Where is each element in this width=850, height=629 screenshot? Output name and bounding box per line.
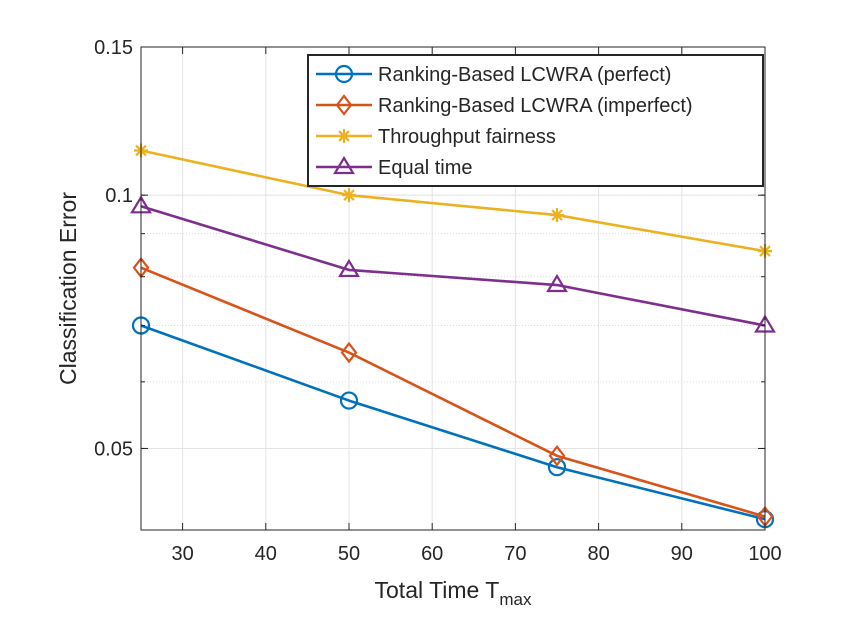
y-tick-label: 0.1 bbox=[105, 185, 133, 207]
x-tick-label: 70 bbox=[504, 543, 526, 565]
data-point bbox=[548, 445, 566, 467]
data-point bbox=[339, 391, 359, 410]
legend-box bbox=[307, 54, 764, 187]
legend: Ranking-Based LCWRA (perfect) Ranking-Bas… bbox=[307, 54, 764, 187]
series-line bbox=[140, 149, 766, 253]
data-point bbox=[342, 188, 356, 203]
legend-label: Ranking-Based LCWRA (imperfect) bbox=[378, 95, 693, 117]
x-tick-label: 100 bbox=[748, 543, 781, 565]
legend-item: Throughput fairness bbox=[316, 126, 556, 148]
y-tick-label: 0.15 bbox=[94, 37, 133, 59]
data-point bbox=[340, 341, 358, 364]
legend-swatch-marker bbox=[334, 64, 354, 84]
y-axis-label: Classification Error bbox=[55, 192, 81, 385]
legend-item: Equal time bbox=[316, 155, 473, 179]
legend-label: Equal time bbox=[378, 157, 473, 179]
y-tick-label: 0.05 bbox=[94, 438, 133, 460]
legend-item: Ranking-Based LCWRA (imperfect) bbox=[316, 94, 693, 117]
data-point bbox=[338, 258, 360, 278]
series-line bbox=[140, 266, 766, 518]
legend-item: Ranking-Based LCWRA (perfect) bbox=[316, 64, 671, 86]
data-point bbox=[547, 458, 567, 477]
x-tick-label: 90 bbox=[671, 543, 693, 565]
legend-swatch-marker bbox=[337, 129, 351, 143]
x-axis-label: Total Time Tmax bbox=[375, 577, 532, 609]
tick-marks bbox=[141, 46, 766, 531]
series-line bbox=[140, 324, 766, 521]
data-point bbox=[550, 208, 564, 223]
x-tick-label: 50 bbox=[338, 543, 360, 565]
x-tick-label: 60 bbox=[421, 543, 443, 565]
series-line bbox=[140, 205, 766, 327]
x-tick-label: 80 bbox=[587, 543, 609, 565]
series-0 bbox=[131, 316, 775, 529]
axes-frame bbox=[140, 46, 766, 531]
legend-label: Throughput fairness bbox=[378, 126, 556, 148]
legend-swatch-marker bbox=[335, 94, 353, 116]
data-point bbox=[546, 273, 568, 293]
x-tick-labels: 30 40 50 60 70 80 90 100 bbox=[171, 543, 781, 565]
legend-swatch-marker bbox=[333, 155, 355, 175]
legend-label: Ranking-Based LCWRA (perfect) bbox=[378, 64, 671, 86]
x-tick-label: 30 bbox=[171, 543, 193, 565]
y-tick-labels: 0.05 0.1 0.15 bbox=[94, 37, 133, 460]
x-tick-label: 40 bbox=[255, 543, 277, 565]
